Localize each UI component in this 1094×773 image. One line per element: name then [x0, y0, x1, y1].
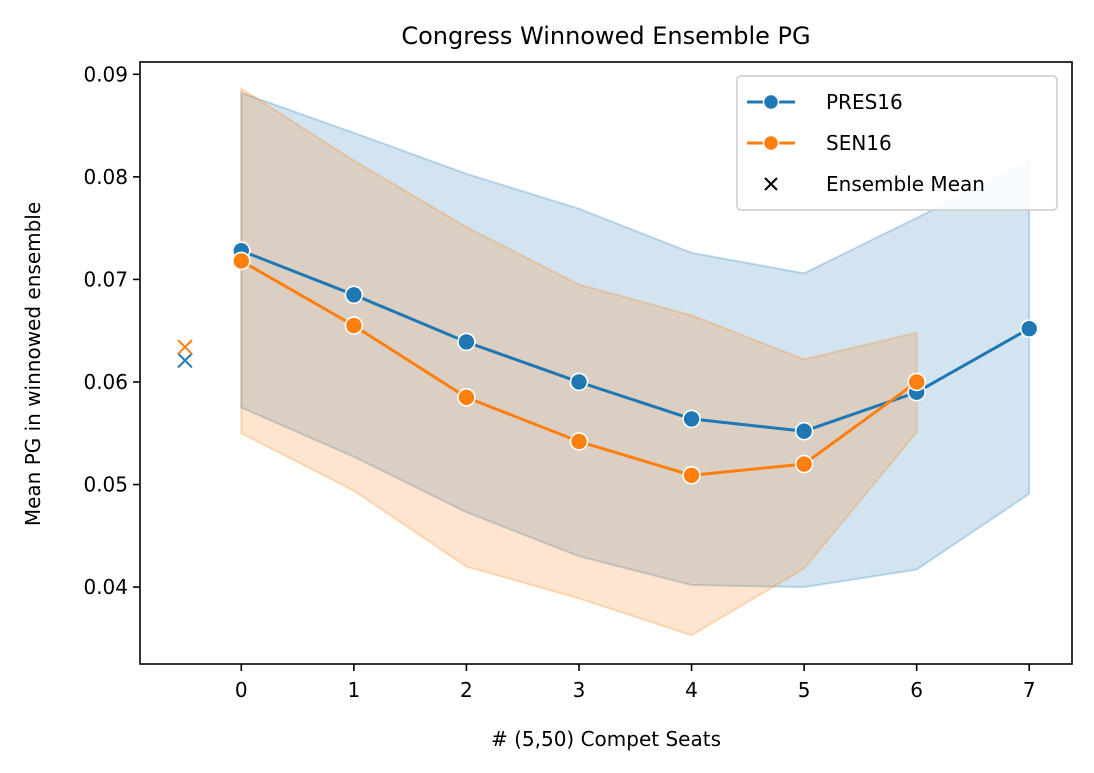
x-tick-label: 7 — [1023, 678, 1036, 702]
legend-item-sen16: SEN16 — [747, 131, 892, 155]
y-axis-ticks: 0.04 0.05 0.06 0.07 0.08 0.09 — [83, 62, 140, 599]
x-axis-label: # (5,50) Compet Seats — [491, 727, 721, 751]
x-tick-label: 0 — [235, 678, 248, 702]
y-tick-label: 0.06 — [83, 370, 128, 394]
legend: PRES16 SEN16 Ensemble Mean — [736, 75, 1058, 211]
x-tick-label: 4 — [685, 678, 698, 702]
plot-frame — [139, 61, 1073, 665]
legend-marker — [762, 93, 780, 111]
y-tick-label: 0.09 — [83, 62, 128, 86]
point-pres16-4 — [682, 409, 701, 429]
point-pres16-1 — [344, 285, 364, 305]
legend-label: Ensemble Mean — [826, 172, 985, 196]
point-sen16-5 — [794, 454, 814, 474]
point-pres16-3 — [569, 372, 589, 392]
chart-title: Congress Winnowed Ensemble PG — [401, 22, 810, 50]
legend-box — [736, 75, 1058, 211]
ensemble-mean-stroke — [177, 352, 193, 369]
legend-label: PRES16 — [826, 90, 903, 114]
point-pres16-5 — [794, 421, 814, 441]
ensemble-mean-stroke — [177, 339, 193, 355]
legend-label: SEN16 — [826, 131, 892, 155]
series-markers — [177, 241, 1039, 485]
confidence-bands — [240, 86, 1031, 637]
legend-marker — [764, 177, 778, 191]
band-pres16 — [240, 91, 1031, 589]
point-pres16-2 — [457, 332, 476, 352]
legend-marker — [762, 134, 780, 152]
axes — [139, 61, 1073, 665]
ensemble-mean-sen16 — [177, 339, 193, 355]
point-sen16-2 — [457, 388, 476, 407]
y-tick-label: 0.07 — [83, 267, 128, 291]
point-sen16-4 — [682, 465, 701, 485]
x-tick-label: 3 — [573, 678, 586, 702]
x-tick-label: 5 — [798, 678, 811, 702]
band-sen16 — [240, 86, 918, 637]
point-sen16-3 — [569, 432, 589, 451]
y-axis-label: Mean PG in winnowed ensemble — [21, 202, 45, 526]
point-sen16-6 — [907, 372, 926, 392]
line-pres16 — [240, 249, 1030, 433]
y-tick-label: 0.05 — [83, 473, 128, 497]
legend-item-pres16: PRES16 — [747, 90, 903, 114]
x-tick-label: 2 — [460, 678, 473, 702]
point-pres16-7 — [1019, 319, 1039, 338]
x-tick-label: 6 — [910, 678, 923, 702]
legend-item-ensemble-mean: Ensemble Mean — [764, 172, 985, 196]
y-tick-label: 0.08 — [83, 165, 128, 189]
point-sen16-1 — [344, 316, 364, 335]
ensemble-mean-pres16 — [177, 352, 193, 369]
x-axis-ticks: 0 1 2 3 4 5 6 7 — [235, 664, 1036, 702]
point-sen16-0 — [232, 251, 251, 271]
y-tick-label: 0.04 — [83, 575, 128, 599]
x-tick-label: 1 — [347, 678, 360, 702]
